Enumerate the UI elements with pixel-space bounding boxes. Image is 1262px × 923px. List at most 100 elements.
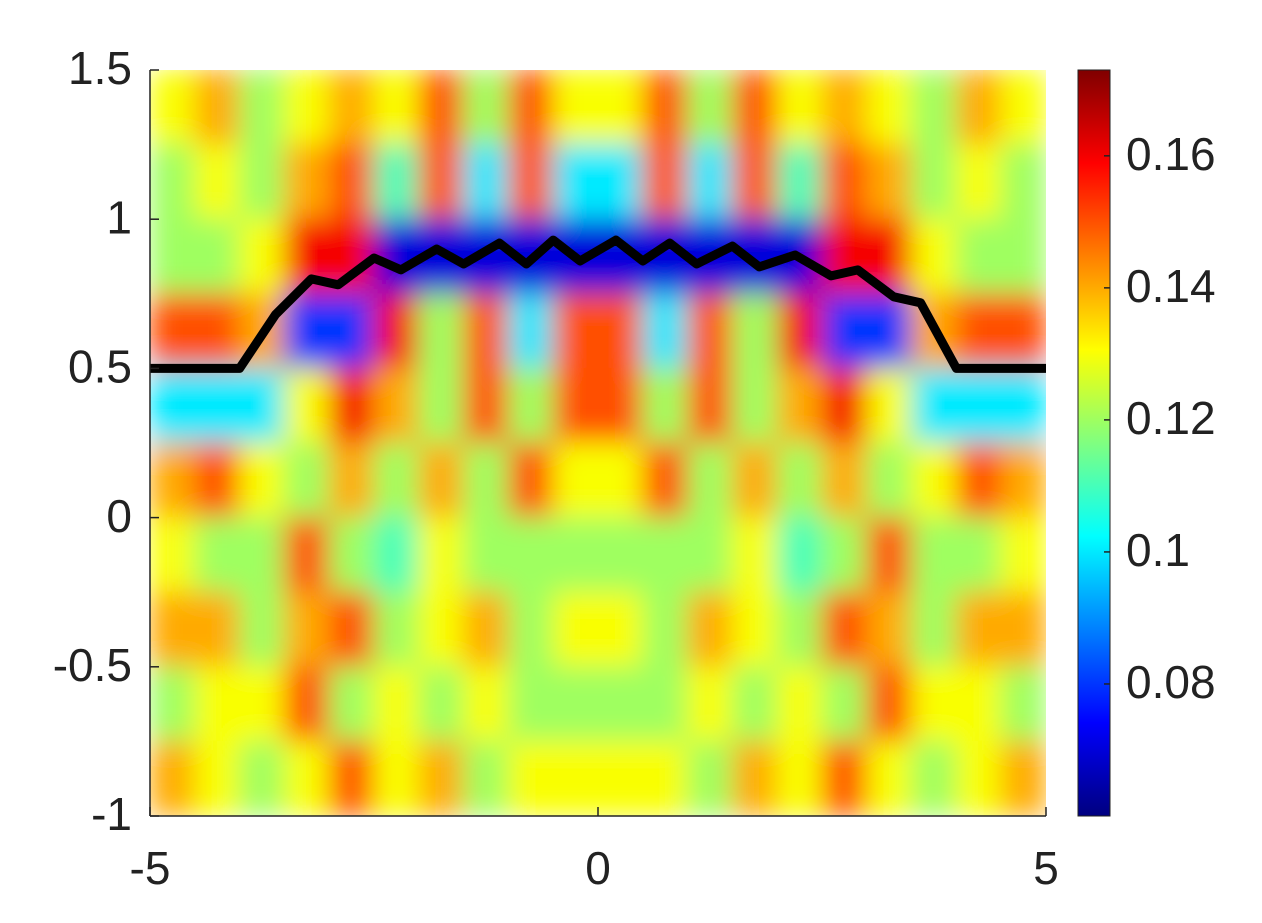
heatmap-cell (283, 70, 330, 146)
heatmap-cell (597, 70, 644, 146)
heatmap-cell (731, 591, 778, 668)
heatmap-cell (866, 517, 913, 593)
heatmap-cell (194, 70, 241, 146)
colorbar-tick-label: 0.12 (1126, 392, 1216, 444)
heatmap-cell (463, 740, 509, 816)
plot-area (150, 70, 1046, 816)
heatmap-cell (866, 666, 913, 742)
heatmap-cell (597, 367, 644, 444)
heatmap-cell (239, 144, 285, 220)
y-tick-label: 1 (106, 191, 132, 243)
heatmap-cell (776, 367, 823, 444)
heatmap-cell (731, 367, 778, 444)
heatmap-cell (1000, 293, 1046, 369)
heatmap-cell (150, 666, 196, 742)
heatmap-cell (642, 591, 689, 668)
heatmap-cell (597, 442, 644, 519)
heatmap-cell (955, 666, 1002, 742)
heatmap-cell (911, 442, 957, 519)
heatmap-cell (866, 70, 913, 146)
heatmap-cell (463, 591, 509, 668)
heatmap-cell (955, 591, 1002, 668)
heatmap-cell (642, 70, 689, 146)
heatmap (150, 70, 1046, 816)
heatmap-cell (866, 144, 913, 220)
heatmap-cell (418, 517, 465, 593)
heatmap-cell (507, 517, 554, 593)
heatmap-cell (955, 218, 1002, 295)
heatmap-cell (150, 293, 196, 369)
heatmap-cell (373, 666, 420, 742)
heatmap-cell (955, 367, 1002, 444)
heatmap-cell (955, 517, 1002, 593)
heatmap-cell (776, 442, 823, 519)
heatmap-cell (1000, 591, 1046, 668)
heatmap-cell (866, 367, 913, 444)
y-tick-label: 1.5 (68, 42, 132, 94)
x-tick-label: -5 (130, 842, 171, 894)
heatmap-cell (150, 70, 196, 146)
heatmap-cell (776, 591, 823, 668)
heatmap-cell (955, 293, 1002, 369)
heatmap-cell (463, 70, 509, 146)
heatmap-cell (552, 442, 599, 519)
heatmap-cell (731, 293, 778, 369)
heatmap-cell (821, 517, 868, 593)
heatmap-cell (955, 144, 1002, 220)
heatmap-cell (687, 367, 733, 444)
heatmap-cell (463, 442, 509, 519)
heatmap-cell (507, 367, 554, 444)
heatmap-cell (821, 70, 868, 146)
heatmap-cell (507, 70, 554, 146)
heatmap-cell (866, 442, 913, 519)
heatmap-cell (911, 517, 957, 593)
heatmap-cell (194, 666, 241, 742)
heatmap-cell (283, 367, 330, 444)
heatmap-cell (373, 293, 420, 369)
heatmap-cell (239, 591, 285, 668)
heatmap-cell (373, 70, 420, 146)
heatmap-cell (687, 293, 733, 369)
heatmap-cell (418, 591, 465, 668)
heatmap-cell (328, 517, 375, 593)
heatmap-cell (821, 591, 868, 668)
heatmap-cell (418, 70, 465, 146)
heatmap-cell (955, 442, 1002, 519)
heatmap-cell (642, 666, 689, 742)
heatmap-cell (552, 666, 599, 742)
heatmap-cell (597, 591, 644, 668)
heatmap-cell (597, 666, 644, 742)
heatmap-cell (776, 740, 823, 816)
heatmap-cell (731, 442, 778, 519)
colorbar (1077, 69, 1111, 817)
heatmap-cell (239, 666, 285, 742)
heatmap-cell (150, 740, 196, 816)
heatmap-cell (821, 442, 868, 519)
heatmap-cell (911, 70, 957, 146)
heatmap-cell (328, 70, 375, 146)
heatmap-cell (507, 144, 554, 220)
heatmap-cell (821, 293, 868, 369)
heatmap-cell (463, 293, 509, 369)
heatmap-cell (552, 70, 599, 146)
heatmap-cell (552, 517, 599, 593)
heatmap-cell (418, 442, 465, 519)
heatmap-cell (776, 666, 823, 742)
x-tick-label: 5 (1033, 842, 1059, 894)
heatmap-cell (194, 144, 241, 220)
heatmap-cell (239, 442, 285, 519)
heatmap-cell (776, 517, 823, 593)
heatmap-cell (1000, 442, 1046, 519)
heatmap-cell (731, 666, 778, 742)
heatmap-cell (194, 442, 241, 519)
heatmap-cell (328, 442, 375, 519)
y-tick-label: 0.5 (68, 341, 132, 393)
heatmap-cell (552, 740, 599, 816)
heatmap-cell (597, 293, 644, 369)
heatmap-cell (239, 517, 285, 593)
heatmap-cell (507, 442, 554, 519)
heatmap-cell (150, 367, 196, 444)
heatmap-cell (239, 70, 285, 146)
heatmap-cell (687, 70, 733, 146)
